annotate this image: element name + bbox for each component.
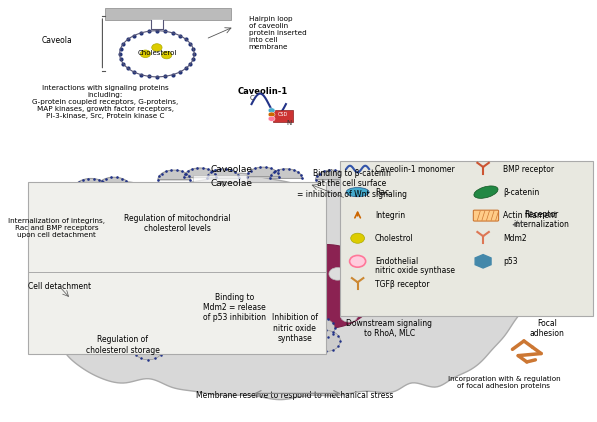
Text: Membrane reserve to respond to mechanical stress: Membrane reserve to respond to mechanica… xyxy=(196,391,393,400)
FancyBboxPatch shape xyxy=(105,8,232,20)
Circle shape xyxy=(340,309,358,322)
Ellipse shape xyxy=(346,187,369,197)
Polygon shape xyxy=(475,254,491,268)
Circle shape xyxy=(306,297,323,309)
Polygon shape xyxy=(49,173,550,400)
Text: Interactions with signaling proteins
including:
G-protein coupled receptors, G-p: Interactions with signaling proteins inc… xyxy=(32,85,179,119)
Text: nitric oxide synthase: nitric oxide synthase xyxy=(375,266,455,275)
Circle shape xyxy=(350,233,365,243)
Circle shape xyxy=(122,326,151,347)
Circle shape xyxy=(312,330,340,352)
Text: CSD: CSD xyxy=(278,112,288,117)
Circle shape xyxy=(161,51,172,59)
Text: β-catenin: β-catenin xyxy=(503,188,540,197)
Text: Hairpin loop
of caveolin
protein inserted
into cell
membrane: Hairpin loop of caveolin protein inserte… xyxy=(249,16,306,50)
Text: Focal
adhesion: Focal adhesion xyxy=(530,319,564,338)
Text: Caveolae: Caveolae xyxy=(211,179,253,188)
Text: Integrin: Integrin xyxy=(375,211,405,220)
Text: Endothelial: Endothelial xyxy=(375,257,418,266)
FancyBboxPatch shape xyxy=(273,110,293,122)
Text: Binding to
Mdm2 = release
of p53 inhibition: Binding to Mdm2 = release of p53 inhibit… xyxy=(203,292,266,322)
Text: Cholestrol: Cholestrol xyxy=(375,234,414,243)
Text: Incorporation with & regulation
of focal adhesion proteins: Incorporation with & regulation of focal… xyxy=(448,376,560,390)
Text: BMP receptor: BMP receptor xyxy=(503,165,554,173)
Circle shape xyxy=(329,268,346,280)
Text: TGFβ receptor: TGFβ receptor xyxy=(375,280,429,289)
Text: Actin filament: Actin filament xyxy=(503,211,557,220)
Text: Receptor
internalization: Receptor internalization xyxy=(513,210,569,229)
Text: Cholesterol: Cholesterol xyxy=(137,50,177,56)
Polygon shape xyxy=(151,20,162,29)
Circle shape xyxy=(306,318,335,339)
Ellipse shape xyxy=(474,186,498,198)
Circle shape xyxy=(268,112,275,117)
FancyBboxPatch shape xyxy=(473,210,498,221)
Polygon shape xyxy=(350,172,382,181)
Polygon shape xyxy=(184,168,216,178)
Text: Caveola: Caveola xyxy=(41,36,72,45)
Polygon shape xyxy=(207,169,239,179)
Polygon shape xyxy=(423,249,441,303)
Polygon shape xyxy=(75,179,107,188)
Circle shape xyxy=(134,339,162,360)
Text: Rac: Rac xyxy=(375,188,389,197)
FancyBboxPatch shape xyxy=(193,175,247,184)
Polygon shape xyxy=(247,167,279,177)
Ellipse shape xyxy=(38,292,81,323)
Text: Caveolae: Caveolae xyxy=(211,165,253,173)
Text: Regulation of mitochondrial
cholesterol levels: Regulation of mitochondrial cholesterol … xyxy=(124,214,230,233)
Text: Binding to β-catenin
at the cell surface
= inhibition of Wnt signaling: Binding to β-catenin at the cell surface… xyxy=(297,169,407,199)
Text: Internalization of integrins,
Rac and BMP receptors
upon cell detachment: Internalization of integrins, Rac and BM… xyxy=(8,218,105,238)
Polygon shape xyxy=(372,219,407,287)
Circle shape xyxy=(260,309,289,330)
Circle shape xyxy=(152,44,162,51)
Polygon shape xyxy=(270,169,302,179)
Polygon shape xyxy=(395,236,423,295)
Polygon shape xyxy=(98,177,130,187)
Circle shape xyxy=(350,255,365,267)
Circle shape xyxy=(140,50,150,57)
Circle shape xyxy=(455,226,484,246)
Text: Cell detachment: Cell detachment xyxy=(28,282,91,291)
Circle shape xyxy=(289,268,306,280)
Text: C: C xyxy=(249,95,254,101)
Polygon shape xyxy=(158,170,190,179)
FancyBboxPatch shape xyxy=(340,161,593,316)
Text: Inhibition of
nitric oxide
synthase: Inhibition of nitric oxide synthase xyxy=(272,314,318,343)
Circle shape xyxy=(268,116,275,121)
Ellipse shape xyxy=(275,244,378,328)
Circle shape xyxy=(254,297,283,318)
Text: Caveolin-1: Caveolin-1 xyxy=(238,87,288,96)
Ellipse shape xyxy=(183,249,239,274)
Text: Mdm2: Mdm2 xyxy=(503,234,527,243)
FancyBboxPatch shape xyxy=(28,181,326,354)
Circle shape xyxy=(268,108,275,113)
Circle shape xyxy=(450,213,478,234)
Text: p53: p53 xyxy=(503,257,518,266)
Text: Downstream signaling
to RhoA, MLC: Downstream signaling to RhoA, MLC xyxy=(346,319,432,338)
Polygon shape xyxy=(316,170,348,179)
Polygon shape xyxy=(119,31,194,77)
Text: N: N xyxy=(286,120,291,126)
Text: Regulation of
cholesterol storage: Regulation of cholesterol storage xyxy=(85,335,159,355)
Text: Caveolin-1 monomer: Caveolin-1 monomer xyxy=(375,165,454,173)
